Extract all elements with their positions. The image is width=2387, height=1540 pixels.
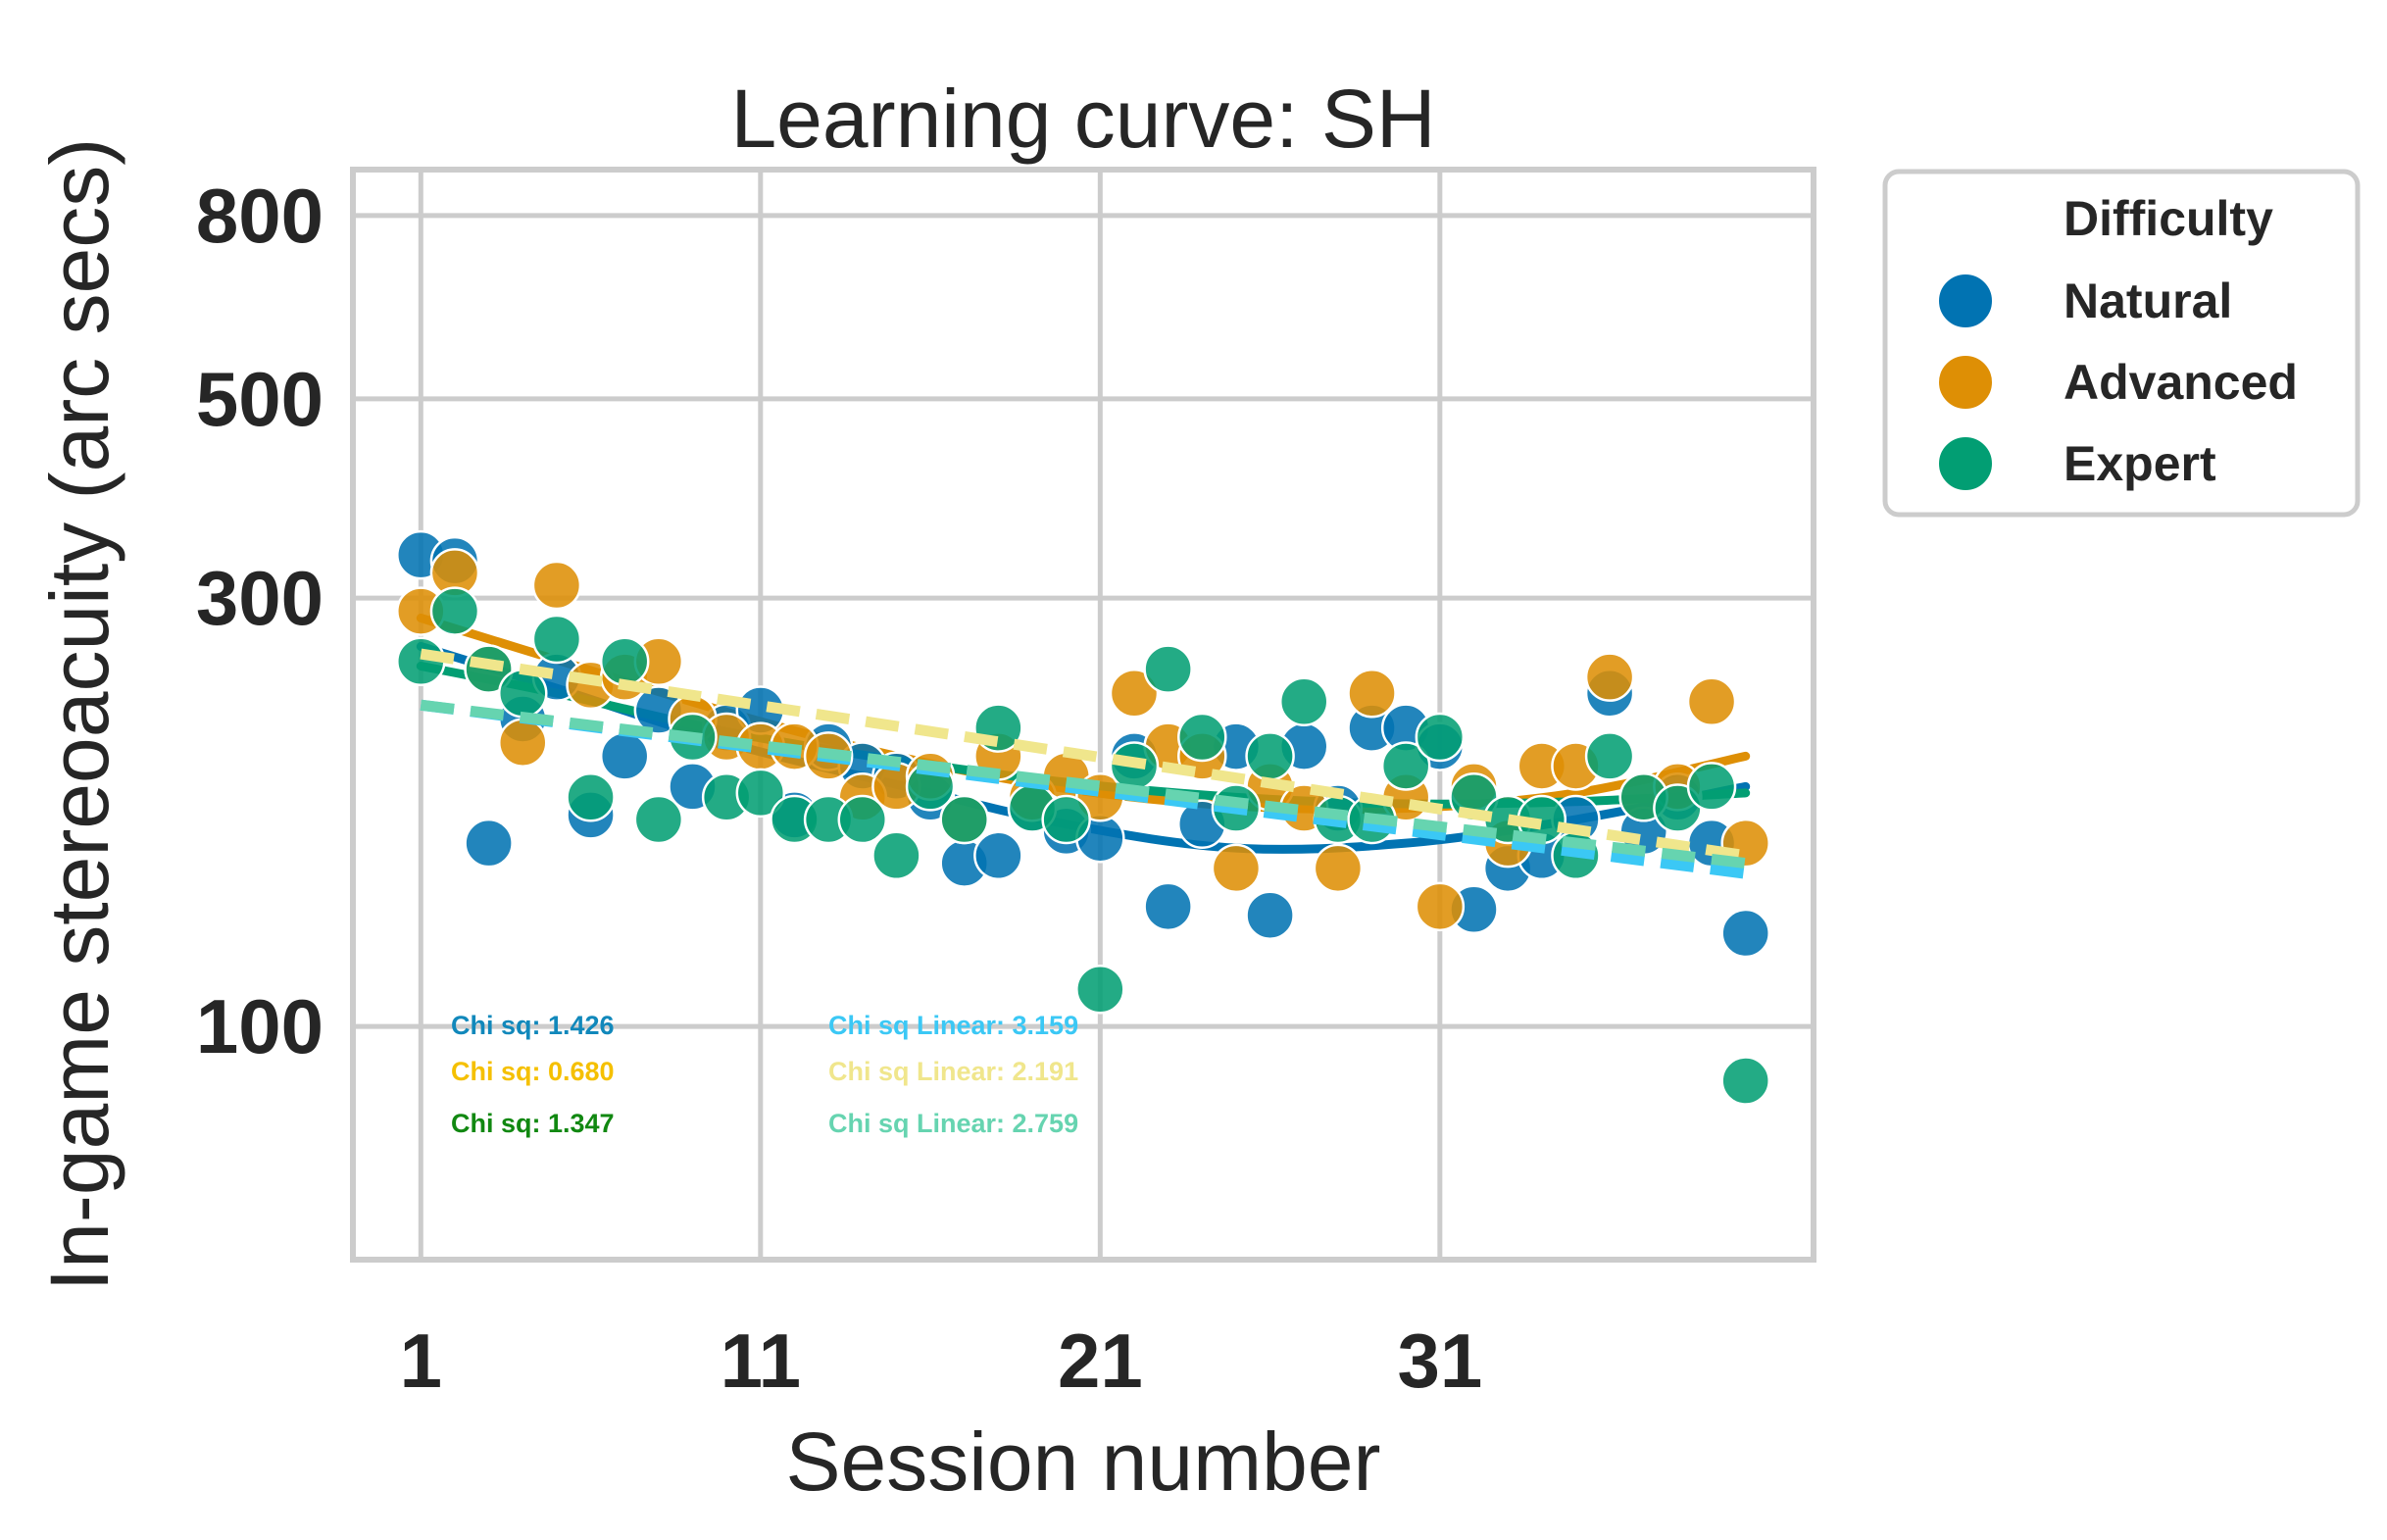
linear-fit-lines bbox=[420, 648, 1747, 879]
linear-fit-expert bbox=[420, 699, 1747, 869]
legend: Difficulty Natural Advanced Expert bbox=[1882, 169, 2361, 518]
annotation-expert: Chi sq: 1.347 bbox=[451, 1109, 615, 1138]
point-expert bbox=[1584, 731, 1635, 781]
y-tick-label: 500 bbox=[196, 356, 323, 442]
point-natural bbox=[1143, 881, 1193, 932]
point-advanced bbox=[531, 560, 582, 611]
point-advanced bbox=[498, 718, 548, 768]
legend-title: Difficulty bbox=[2064, 191, 2273, 246]
chart-title: Learning curve: SH bbox=[730, 73, 1435, 165]
point-expert bbox=[1415, 712, 1466, 763]
point-expert bbox=[1380, 741, 1431, 791]
point-advanced bbox=[1347, 668, 1397, 719]
point-natural bbox=[1245, 890, 1295, 940]
point-advanced bbox=[1109, 668, 1160, 719]
point-expert bbox=[633, 794, 684, 845]
point-advanced bbox=[1584, 652, 1635, 702]
x-tick-label: 1 bbox=[400, 1317, 442, 1404]
y-axis-label: In-game stereoacuity (arc secs) bbox=[33, 138, 125, 1291]
point-natural bbox=[599, 731, 650, 781]
legend-label-natural: Natural bbox=[2064, 273, 2232, 328]
x-tick-labels: 1 11 21 31 bbox=[400, 1317, 1483, 1404]
point-natural bbox=[1720, 908, 1770, 959]
point-advanced bbox=[1415, 881, 1466, 932]
y-tick-labels: 100 300 500 800 bbox=[196, 173, 323, 1069]
legend-entries: Natural Advanced Expert bbox=[1937, 273, 2298, 492]
point-expert bbox=[1143, 644, 1193, 694]
linear-fit-advanced bbox=[420, 648, 1747, 862]
point-expert bbox=[871, 830, 921, 881]
point-expert bbox=[1278, 676, 1329, 727]
point-expert bbox=[429, 586, 480, 636]
point-expert bbox=[1075, 964, 1125, 1015]
y-tick-label: 300 bbox=[196, 555, 323, 641]
legend-label-expert: Expert bbox=[2064, 436, 2216, 491]
annotation-natural: Chi sq: 1.426 bbox=[451, 1011, 615, 1040]
legend-marker-expert bbox=[1937, 435, 1994, 492]
point-advanced bbox=[1211, 843, 1262, 894]
annotation-natural-linear: Chi sq Linear: 3.159 bbox=[828, 1011, 1078, 1040]
point-expert bbox=[1177, 712, 1227, 763]
x-axis-label: Session number bbox=[786, 1416, 1381, 1508]
annotation-advanced: Chi sq: 0.680 bbox=[451, 1057, 615, 1086]
point-expert bbox=[531, 614, 582, 665]
point-expert bbox=[1041, 794, 1091, 845]
point-expert bbox=[599, 636, 650, 686]
point-advanced bbox=[1313, 843, 1364, 894]
legend-marker-advanced bbox=[1937, 354, 1994, 411]
point-expert bbox=[735, 768, 786, 819]
legend-marker-natural bbox=[1937, 273, 1994, 329]
y-tick-label: 100 bbox=[196, 983, 323, 1069]
point-expert bbox=[837, 794, 888, 845]
legend-frame bbox=[1882, 169, 2361, 518]
point-natural bbox=[464, 818, 514, 869]
x-tick-label: 21 bbox=[1058, 1317, 1143, 1404]
y-tick-label: 800 bbox=[196, 173, 323, 259]
annotation-expert-linear: Chi sq Linear: 2.759 bbox=[828, 1109, 1078, 1138]
point-expert bbox=[1686, 762, 1737, 812]
point-natural bbox=[973, 830, 1023, 881]
point-expert bbox=[1720, 1056, 1770, 1106]
x-tick-label: 11 bbox=[721, 1317, 801, 1404]
legend-label-advanced: Advanced bbox=[2064, 355, 2298, 410]
point-advanced bbox=[1686, 676, 1737, 727]
chi-square-annotations: Chi sq: 1.426 Chi sq: 0.680 Chi sq: 1.347 C… bbox=[451, 1011, 1078, 1138]
annotation-advanced-linear: Chi sq Linear: 2.191 bbox=[828, 1057, 1078, 1086]
point-expert bbox=[566, 772, 616, 822]
plot-frame bbox=[350, 167, 1816, 1263]
grid-lines bbox=[353, 170, 1814, 1260]
point-expert bbox=[939, 794, 989, 845]
point-expert bbox=[1245, 731, 1295, 781]
x-tick-label: 31 bbox=[1397, 1317, 1482, 1404]
